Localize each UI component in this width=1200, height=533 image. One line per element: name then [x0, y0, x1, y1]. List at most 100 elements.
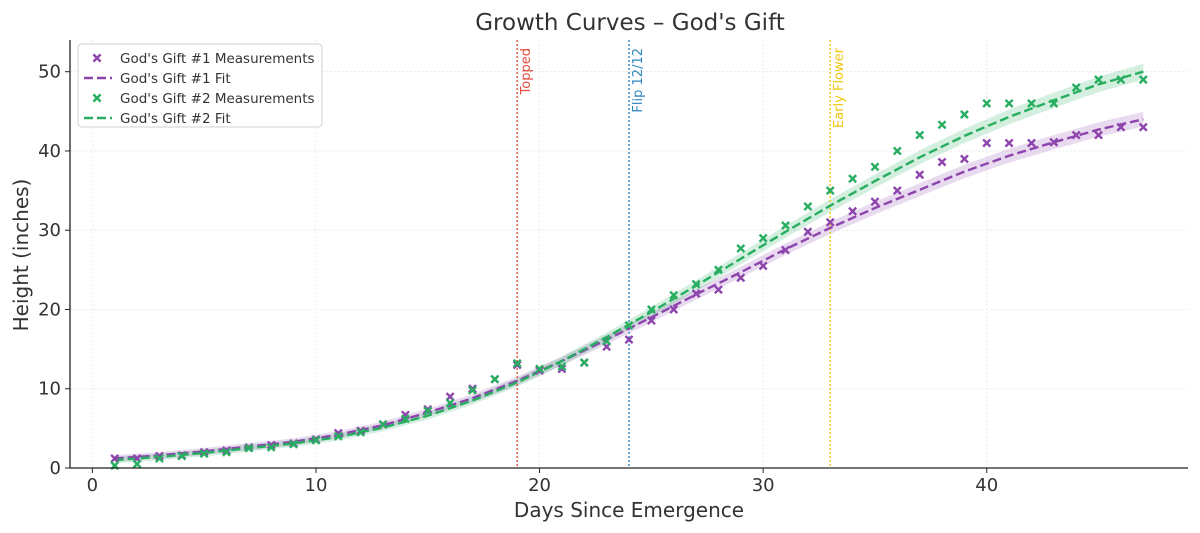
y-tick-label: 0 [50, 458, 61, 479]
data-point [825, 217, 835, 227]
data-point [289, 439, 299, 449]
legend-label: God's Gift #2 Fit [120, 111, 231, 127]
data-point [400, 414, 410, 424]
data-point [781, 221, 790, 230]
data-point [1094, 75, 1104, 85]
data-point [1004, 138, 1014, 148]
data-point [848, 206, 858, 216]
x-tick-label: 0 [87, 475, 98, 496]
legend-marker [92, 93, 102, 103]
fit-band [114, 63, 1144, 464]
data-point [535, 364, 545, 374]
data-point [333, 431, 343, 441]
data-point [646, 316, 656, 326]
data-point [803, 227, 813, 237]
data-point [199, 449, 209, 459]
data-point [758, 261, 768, 271]
data-point [915, 130, 925, 140]
data-point [1138, 122, 1148, 132]
data-point [915, 170, 925, 180]
x-tick-label: 20 [528, 475, 551, 496]
data-point [937, 157, 947, 167]
x-axis-label: Days Since Emergence [514, 498, 744, 522]
data-point [624, 335, 634, 345]
data-point [937, 120, 947, 130]
data-point [445, 398, 455, 408]
x-tick-label: 10 [305, 475, 328, 496]
legend: God's Gift #1 Measurements God's Gift #1 … [77, 43, 323, 128]
legend-label: God's Gift #2 Measurements [120, 91, 315, 107]
data-point [468, 385, 477, 395]
event-line-label: Topped [519, 48, 534, 95]
data-point [892, 186, 902, 196]
y-tick-label: 10 [38, 379, 61, 400]
fit-line [114, 118, 1144, 460]
data-point [691, 289, 701, 299]
data-point [356, 427, 366, 437]
data-point [378, 419, 388, 429]
data-point [825, 186, 835, 196]
data-point [266, 442, 276, 452]
data-point [959, 110, 969, 119]
y-tick-label: 30 [38, 220, 61, 241]
axes [69, 40, 1188, 469]
data-point [557, 362, 567, 371]
data-point [669, 290, 679, 300]
event-line-label: Early Flower [832, 47, 847, 128]
data-point [602, 336, 612, 346]
y-tick-label: 40 [38, 141, 61, 162]
y-tick-label: 20 [38, 299, 61, 320]
data-point [982, 138, 992, 148]
data-point [646, 305, 656, 314]
chart-title: Growth Curves – God's Gift [475, 10, 785, 36]
data-point [691, 279, 701, 289]
data-point [132, 459, 142, 469]
data-point [736, 244, 746, 253]
legend-box [77, 43, 323, 128]
data-point [154, 451, 164, 461]
data-point [1094, 130, 1104, 140]
data-point [624, 320, 634, 330]
data-point [669, 305, 679, 314]
data-point [870, 197, 880, 207]
grid [70, 40, 1188, 469]
data-point [803, 201, 813, 211]
data-point [1027, 98, 1036, 108]
data-point [579, 358, 589, 368]
data-point [758, 233, 768, 243]
data-point [222, 447, 231, 457]
x-ticks: 0 10 20 30 40 [87, 468, 998, 496]
data-point [892, 146, 902, 156]
event-lines: Topped Flip 12/12 Early Flower [516, 40, 847, 468]
data-point [154, 454, 164, 463]
event-line-label: Flip 12/12 [631, 48, 646, 113]
y-tick-label: 50 [38, 62, 61, 83]
data-point [1138, 75, 1148, 85]
data-point [1049, 98, 1059, 108]
data-point [959, 154, 969, 164]
data-point [266, 440, 276, 450]
data-point [1116, 122, 1126, 132]
data-point [713, 265, 723, 275]
y-ticks: 0 10 20 30 40 50 [38, 62, 70, 479]
data-point [736, 273, 746, 283]
x-tick-label: 30 [752, 475, 775, 496]
data-point [244, 443, 254, 453]
data-point [423, 406, 433, 416]
confidence-bands [114, 63, 1144, 464]
x-tick-label: 40 [975, 475, 998, 496]
data-point [177, 451, 187, 461]
data-point [1116, 75, 1126, 85]
data-point [1049, 137, 1059, 147]
data-point [1027, 138, 1036, 148]
data-point [713, 285, 723, 295]
data-point [1071, 130, 1081, 140]
data-point [1004, 98, 1014, 108]
data-point [848, 174, 858, 184]
legend-marker [92, 53, 102, 63]
data-point [110, 454, 120, 463]
data-point [982, 98, 992, 108]
measurement-points [110, 75, 1148, 471]
